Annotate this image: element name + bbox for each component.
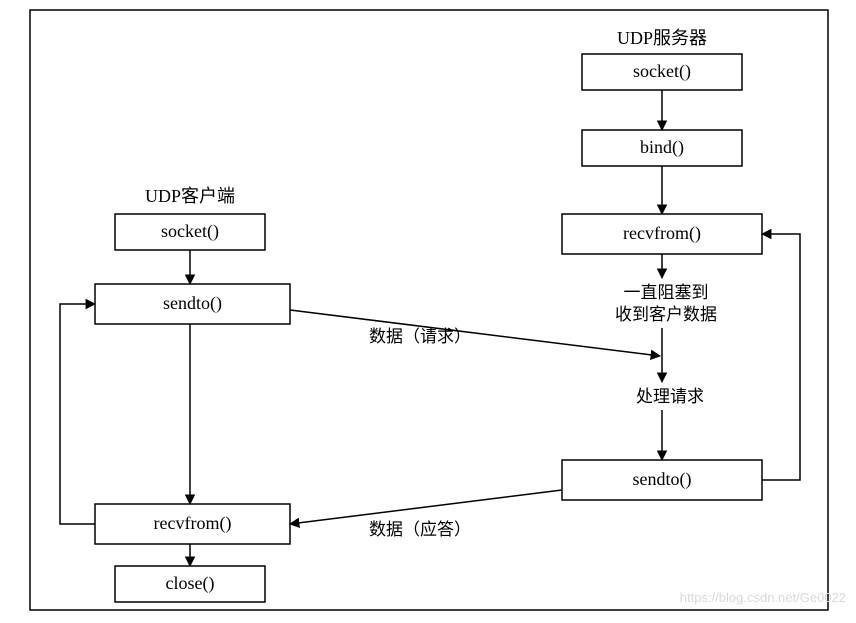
server-bind-label: bind(): [640, 137, 684, 158]
note-process-label: 处理请求: [636, 387, 704, 406]
server-recvfrom-label: recvfrom(): [623, 223, 701, 244]
client-title-label: UDP客户端: [145, 186, 235, 206]
client-title: UDP客户端: [145, 186, 235, 206]
note-block-line2: 收到客户数据: [615, 305, 717, 324]
edge-res: [290, 490, 562, 524]
edge-s_loop: [762, 234, 800, 480]
server-socket-label: socket(): [633, 61, 691, 82]
server-sendto-label: sendto(): [633, 469, 692, 490]
client-sendto-node: sendto(): [95, 284, 290, 324]
server-bind-node: bind(): [582, 130, 742, 166]
server-socket-node: socket(): [582, 54, 742, 90]
watermark: https://blog.csdn.net/Ge0022: [680, 590, 846, 605]
edge-res-text: 数据（应答）: [369, 520, 471, 539]
server-title: UDP服务器: [617, 28, 707, 48]
client-sendto-label: sendto(): [163, 293, 222, 314]
edge-req: [290, 310, 660, 356]
client-recvfrom-node: recvfrom(): [95, 504, 290, 544]
note-block-line1: 一直阻塞到: [624, 283, 709, 302]
server-sendto-node: sendto(): [562, 460, 762, 500]
client-socket-label: socket(): [161, 221, 219, 242]
server-title-label: UDP服务器: [617, 28, 707, 48]
edge-res-label: 数据（应答）: [369, 520, 471, 539]
edge-req-text: 数据（请求）: [369, 327, 471, 346]
note-block: 一直阻塞到 收到客户数据: [615, 283, 717, 324]
edge-req-label: 数据（请求）: [369, 327, 471, 346]
client-recvfrom-label: recvfrom(): [154, 513, 232, 534]
server-recvfrom-node: recvfrom(): [562, 214, 762, 254]
client-close-node: close(): [115, 566, 265, 602]
client-close-label: close(): [166, 573, 215, 594]
note-process: 处理请求: [636, 387, 704, 406]
client-socket-node: socket(): [115, 214, 265, 250]
edge-c_loop: [60, 304, 95, 524]
